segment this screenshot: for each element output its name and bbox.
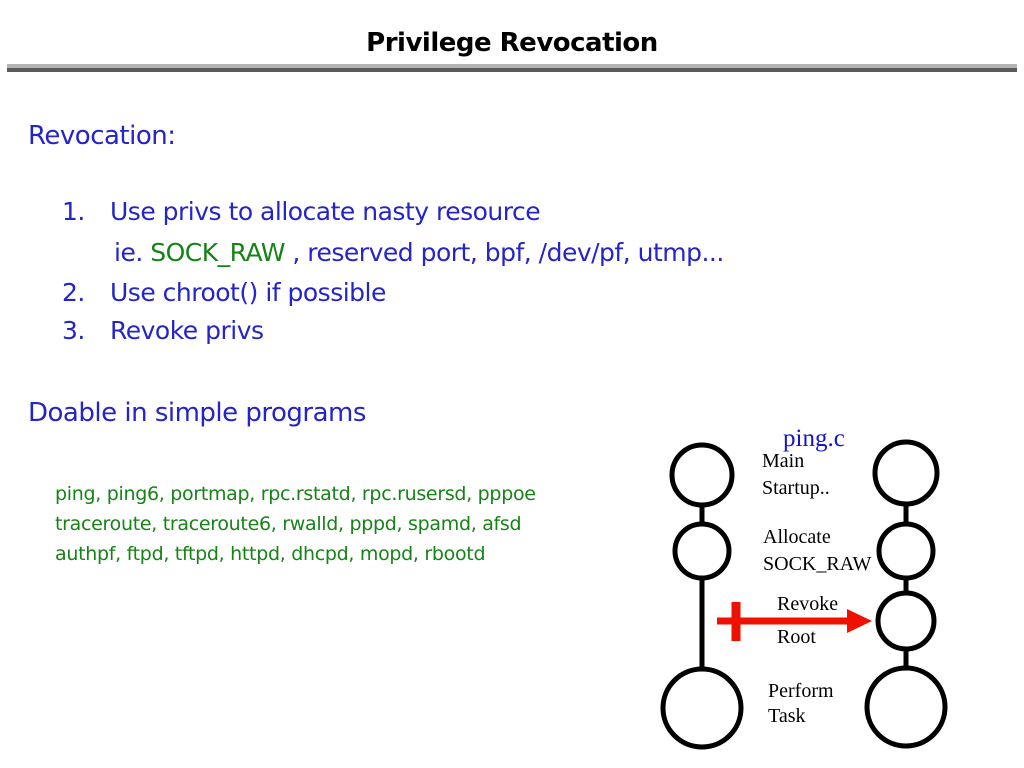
- list-item-1: 1. Use privs to allocate nasty resource: [62, 197, 541, 227]
- label-startup: Startup..: [762, 477, 830, 499]
- process-node-main: [669, 442, 735, 508]
- example-rest: , reserved port, bpf, /dev/pf, utmp...: [284, 238, 724, 267]
- diagram-labels: Main Startup.. Allocate SOCK_RAW Revoke …: [762, 450, 872, 727]
- process-node-perform: [864, 665, 948, 749]
- label-task: Task: [768, 705, 805, 727]
- arrow-head: [847, 609, 872, 633]
- example-prefix: ie.: [114, 238, 151, 267]
- step-number-3: 3.: [62, 316, 85, 345]
- step-number-2: 2.: [62, 278, 85, 307]
- example-highlight: SOCK_RAW: [150, 238, 285, 267]
- page-title: Privilege Revocation: [366, 28, 658, 58]
- step-text-2: Use chroot() if possible: [110, 278, 386, 307]
- process-node-allocate: [672, 521, 732, 581]
- title-divider: [7, 64, 1017, 72]
- step-number-1: 1.: [62, 197, 85, 226]
- label-allocate: Allocate: [763, 526, 831, 548]
- process-node-main: [872, 439, 940, 507]
- list-item-3: 3. Revoke privs: [62, 316, 264, 346]
- label-sock-raw: SOCK_RAW: [763, 553, 872, 575]
- right-process-column: [864, 439, 948, 749]
- label-perform: Perform: [768, 680, 834, 702]
- process-node-perform: [660, 666, 744, 750]
- label-root: Root: [777, 626, 816, 648]
- program-line-2: traceroute, traceroute6, rwalld, pppd, s…: [55, 513, 522, 535]
- divider-dark-bar: [7, 68, 1017, 72]
- divider-light-bar: [7, 64, 1017, 68]
- step-text-3: Revoke privs: [110, 316, 264, 345]
- list-item-2: 2. Use chroot() if possible: [62, 278, 386, 308]
- process-node-revoke: [875, 590, 937, 652]
- label-revoke: Revoke: [777, 593, 838, 615]
- program-list: ping, ping6, portmap, rpc.rstatd, rpc.ru…: [55, 479, 536, 569]
- doable-heading: Doable in simple programs: [28, 398, 366, 428]
- revoke-arrow: [717, 602, 872, 641]
- process-fork-diagram: ping.c Main Startup..: [660, 425, 948, 750]
- step-text-1: Use privs to allocate nasty resource: [110, 197, 541, 226]
- label-main: Main: [762, 450, 804, 472]
- revocation-heading: Revocation:: [28, 121, 176, 151]
- process-node-allocate: [876, 521, 936, 581]
- program-line-1: ping, ping6, portmap, rpc.rstatd, rpc.ru…: [55, 483, 536, 505]
- left-process-column: [660, 442, 744, 750]
- diagram-title: ping.c: [783, 425, 845, 452]
- example-line: ie. SOCK_RAW , reserved port, bpf, /dev/…: [114, 238, 724, 268]
- program-line-3: authpf, ftpd, tftpd, httpd, dhcpd, mopd,…: [55, 543, 486, 565]
